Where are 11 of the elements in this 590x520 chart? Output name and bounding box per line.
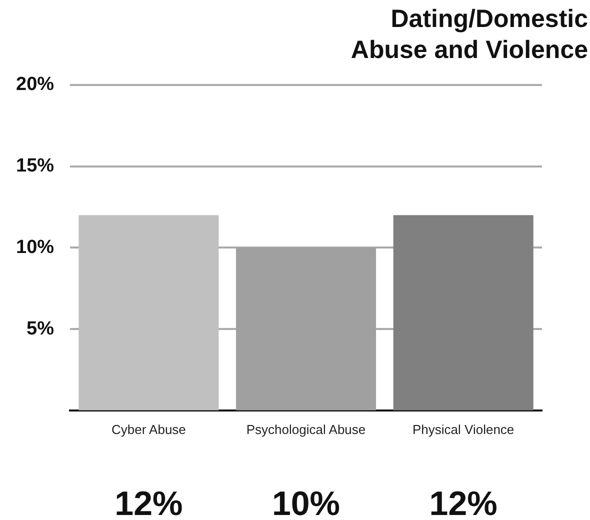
- data-label: 10%: [272, 485, 340, 520]
- y-tick-label: 20%: [16, 74, 54, 96]
- chart-title: Dating/Domestic Abuse and Violence: [350, 4, 588, 66]
- x-tick-label: Cyber Abuse: [111, 422, 186, 437]
- y-tick-label: 5%: [26, 318, 54, 340]
- y-tick-label: 10%: [16, 236, 54, 258]
- x-tick-label: Psychological Abuse: [246, 422, 366, 437]
- data-label: 12%: [429, 485, 498, 520]
- data-label: 12%: [114, 485, 183, 520]
- y-tick-label: 15%: [16, 156, 54, 177]
- x-tick-label: Physical Violence: [412, 422, 514, 437]
